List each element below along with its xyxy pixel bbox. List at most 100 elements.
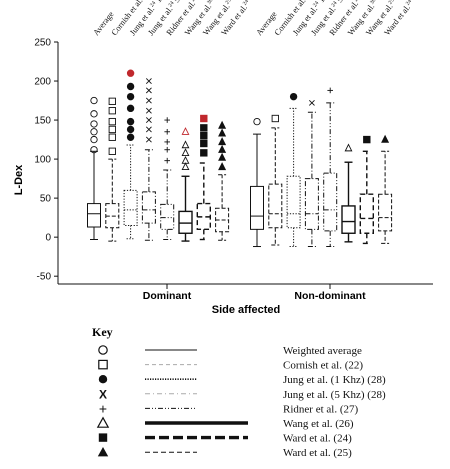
box-1-1 [268, 114, 283, 246]
outlier-point [145, 78, 152, 84]
iqr-box [250, 185, 264, 230]
iqr-box [359, 193, 374, 234]
outlier-point [145, 87, 152, 94]
legend-label: Weighted average [283, 345, 362, 357]
box-1-4 [323, 87, 338, 248]
outlier-point [181, 162, 190, 171]
legend-row: Ward et al. (25) [97, 447, 352, 459]
y-tick-label: 200 [34, 77, 51, 88]
legend-label: Ridner et al. (27) [283, 403, 358, 415]
category-label-superscript: 36 [369, 0, 377, 6]
box-1-0 [250, 117, 264, 248]
legend-row: Ward et al. (24) [98, 433, 352, 445]
iqr-box [141, 191, 156, 224]
category-label-superscript: 24 [330, 0, 338, 8]
legend-label: Ward et al. (24) [283, 433, 352, 445]
iqr-box [286, 175, 301, 229]
legend-row: Wang et al. (26) [96, 416, 354, 430]
outlier-point [327, 87, 333, 94]
y-axis-label: L-Dex [13, 164, 25, 195]
y-tick-label: 100 [34, 155, 51, 166]
outlier-point [218, 137, 227, 146]
outlier-point [200, 131, 208, 140]
outlier-point [181, 148, 190, 157]
legend-marker-plus: + [99, 400, 107, 416]
iqr-box [178, 210, 193, 234]
outlier-point [200, 149, 208, 157]
box-1-3 [304, 99, 319, 248]
outlier-point [108, 133, 116, 141]
box-1-2 [286, 92, 301, 248]
outlier-point [164, 146, 170, 153]
key-legend: Key Weighted average Cornish et al. (22) J… [92, 325, 386, 459]
outlier-point [289, 92, 298, 101]
legend-row: Weighted average [98, 345, 362, 357]
y-tick-label: 150 [34, 116, 51, 127]
outlier-point [308, 99, 315, 106]
category-label-superscript: 24 [149, 0, 157, 8]
key-title: Key [92, 325, 113, 339]
y-tick-label: 250 [34, 38, 51, 49]
x-axis-label: Side affected [212, 304, 280, 316]
iqr-box [341, 205, 356, 234]
outlier-point [108, 117, 116, 126]
legend-label: Cornish et al. (22) [283, 360, 363, 372]
legend-label: Jung et al. (1 Khz) (28) [283, 374, 386, 386]
outlier-point [126, 69, 135, 77]
x-marker-stroke [145, 136, 152, 143]
outlier-point [108, 125, 116, 134]
outlier-point [126, 117, 135, 126]
box-0-3 [141, 78, 156, 241]
outlier-point [181, 155, 190, 164]
outlier-point [164, 139, 170, 145]
outlier-point [90, 135, 98, 144]
legend-marker-circle-open [98, 345, 108, 355]
category-label-superscript: 24 [167, 0, 175, 8]
outlier-point [126, 104, 135, 113]
outlier-point [145, 136, 152, 143]
outlier-point [126, 82, 135, 91]
legend-row: X Jung et al. (5 Khz) (28) [99, 387, 386, 401]
iqr-box [160, 203, 175, 230]
box-0-1 [105, 97, 120, 242]
outlier-point [164, 128, 170, 135]
category-label-superscript: 24 [312, 0, 320, 8]
outlier-point [181, 127, 190, 135]
legend-label: Ward et al. (25) [283, 447, 352, 459]
box-0-4 [160, 117, 175, 241]
x-marker-stroke [145, 87, 152, 94]
outlier-point [145, 97, 152, 104]
group-label-non-dominant: Non-dominant [294, 290, 366, 302]
outlier-point [90, 96, 98, 105]
x-marker-stroke [145, 126, 152, 133]
box-0-0 [87, 96, 101, 241]
y-tick-label: 0 [45, 233, 51, 244]
legend-label: Jung et al. (5 Khz) (28) [283, 389, 386, 401]
iqr-box [304, 178, 319, 230]
outlier-point [164, 157, 170, 164]
category-label-superscript: 36 [206, 0, 214, 6]
legend-row: Jung et al. (1 Khz) (28) [98, 374, 386, 386]
x-marker-stroke [145, 97, 152, 104]
category-label-superscript: 24 [242, 0, 250, 7]
box-1-5 [341, 143, 356, 243]
outlier-point [271, 114, 279, 123]
outlier-point [90, 110, 98, 118]
outlier-point [90, 128, 98, 136]
outlier-point [145, 107, 152, 114]
outlier-point [108, 147, 116, 155]
y-tick-label: -50 [37, 272, 52, 283]
box-1-6 [359, 135, 374, 245]
y-tick-label: 50 [40, 194, 52, 205]
iqr-box [378, 193, 393, 232]
outlier-point [218, 120, 227, 129]
category-label-superscript: 26 [190, 0, 198, 3]
iqr-box [87, 203, 101, 228]
group-label-dominant: Dominant [143, 290, 192, 302]
outlier-point [108, 107, 116, 115]
box-0-7 [215, 120, 230, 241]
box-1-7 [378, 134, 393, 244]
category-label-superscript: 25 [224, 0, 232, 6]
outlier-point [164, 117, 170, 123]
